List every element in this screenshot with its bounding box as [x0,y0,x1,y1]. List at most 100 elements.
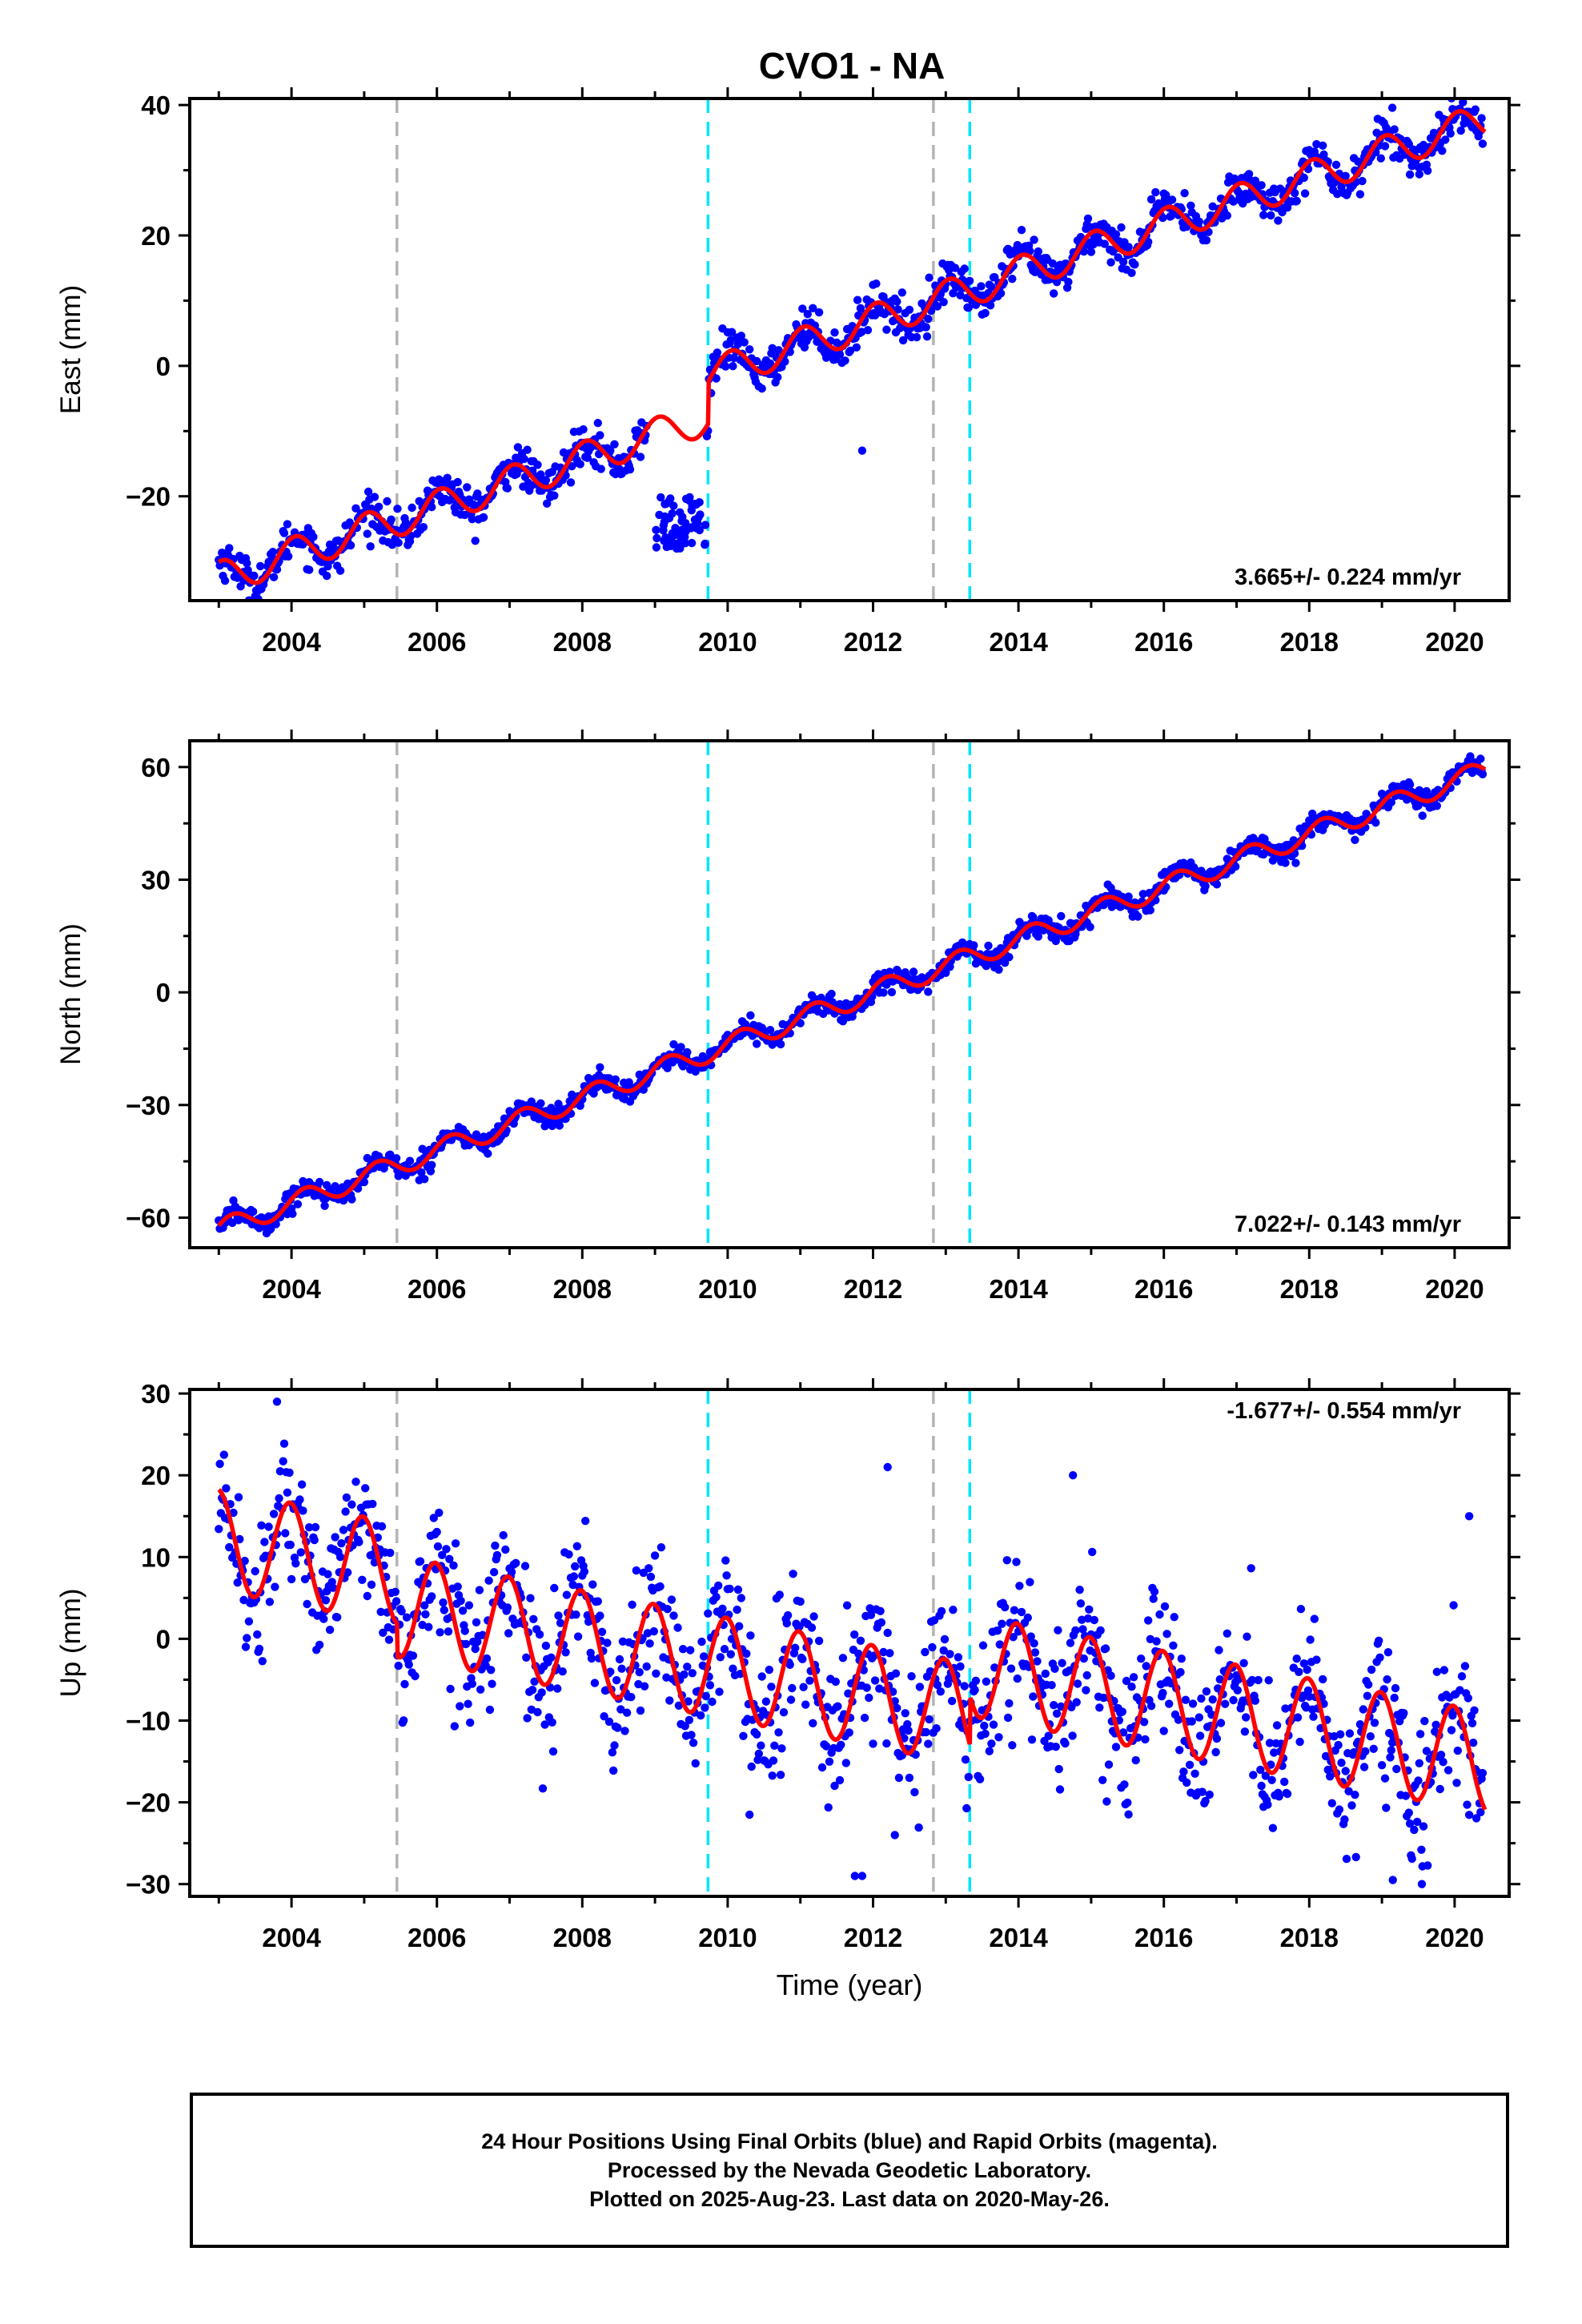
data-point [333,1613,342,1622]
data-point [1058,1659,1066,1667]
data-point [501,1545,510,1554]
data-point [960,264,969,273]
data-point [785,1660,794,1669]
data-point [1310,1614,1319,1623]
data-point [662,1673,671,1682]
data-point [293,1200,303,1208]
data-point [1283,203,1292,212]
data-point [1367,1665,1376,1675]
data-point [678,1645,688,1654]
data-point [277,1375,285,1383]
data-point [1130,260,1139,269]
data-point [397,1606,406,1616]
data-point [436,1628,444,1637]
data-point [225,544,234,553]
data-point [543,499,552,508]
data-point [954,1653,963,1662]
data-point [1422,1747,1431,1755]
data-point [468,515,476,524]
data-point [676,508,685,517]
data-point [845,346,855,356]
data-point [1457,1672,1467,1681]
x-tick-label: 2008 [553,627,612,657]
data-point [618,1637,628,1646]
data-point [1388,1876,1397,1884]
data-point [739,1731,748,1740]
data-point [726,1650,735,1659]
data-point [686,1646,695,1655]
data-point [893,297,901,306]
data-point [1195,217,1204,226]
data-point [1139,1718,1149,1727]
data-point [235,1534,244,1544]
data-point [265,1598,275,1606]
data-point [827,989,836,999]
data-point [279,1439,289,1448]
data-points [215,1375,1488,1888]
data-point [1423,167,1432,175]
data-point [256,561,265,571]
data-point [428,1160,436,1170]
data-point [428,1592,436,1601]
data-point [905,305,914,314]
data-point [1401,1791,1411,1800]
data-point [1198,1787,1207,1796]
data-point [961,1755,970,1764]
data-point [769,1756,778,1765]
data-point [1099,1693,1108,1703]
data-point [718,1604,727,1614]
data-point [370,493,379,501]
data-point [814,308,824,317]
data-point [1291,858,1300,867]
data-point [1404,1808,1414,1817]
data-point [753,356,761,366]
data-point [663,1605,672,1614]
data-point [1296,1605,1306,1614]
data-point [809,1719,817,1727]
data-point [1410,1825,1419,1835]
data-point [541,1641,551,1651]
data-point [1443,1766,1453,1775]
data-point [1212,880,1222,889]
data-point [1446,129,1455,138]
data-point [229,1196,238,1205]
data-point [1436,1751,1446,1759]
data-point [325,1626,335,1634]
data-point [786,1695,796,1704]
data-point [656,1543,666,1552]
data-point [1448,1711,1457,1720]
data-point [659,521,669,530]
y-tick-label: 0 [156,1624,171,1654]
data-point [745,345,754,354]
data-point [691,1067,700,1076]
data-point [1181,1695,1191,1704]
data-point [1120,1780,1129,1789]
data-point [522,1653,531,1662]
data-point [1054,1764,1063,1774]
data-point [1293,1713,1303,1722]
data-point [643,1629,652,1638]
data-point [604,1717,614,1727]
rate-label: 7.022+/- 0.143 mm/yr [1235,1212,1461,1237]
data-point [1243,1632,1251,1641]
data-point [1191,1769,1199,1778]
data-point [1174,1715,1183,1724]
data-point [946,1650,954,1659]
data-point [677,1043,685,1051]
data-point [1102,1797,1111,1806]
data-point [1383,1675,1391,1684]
data-point [1415,1759,1424,1767]
data-point [424,1622,433,1631]
data-point [484,1149,492,1158]
data-point [729,362,737,371]
data-point [456,1702,464,1711]
data-point [1088,1547,1097,1557]
data-point [573,1632,583,1641]
data-point [1306,1635,1315,1644]
data-point [652,543,661,552]
data-point [321,1596,331,1605]
data-point [982,1677,991,1686]
data-point [343,1568,352,1577]
data-point [1242,1713,1251,1722]
data-point [1197,1694,1206,1703]
